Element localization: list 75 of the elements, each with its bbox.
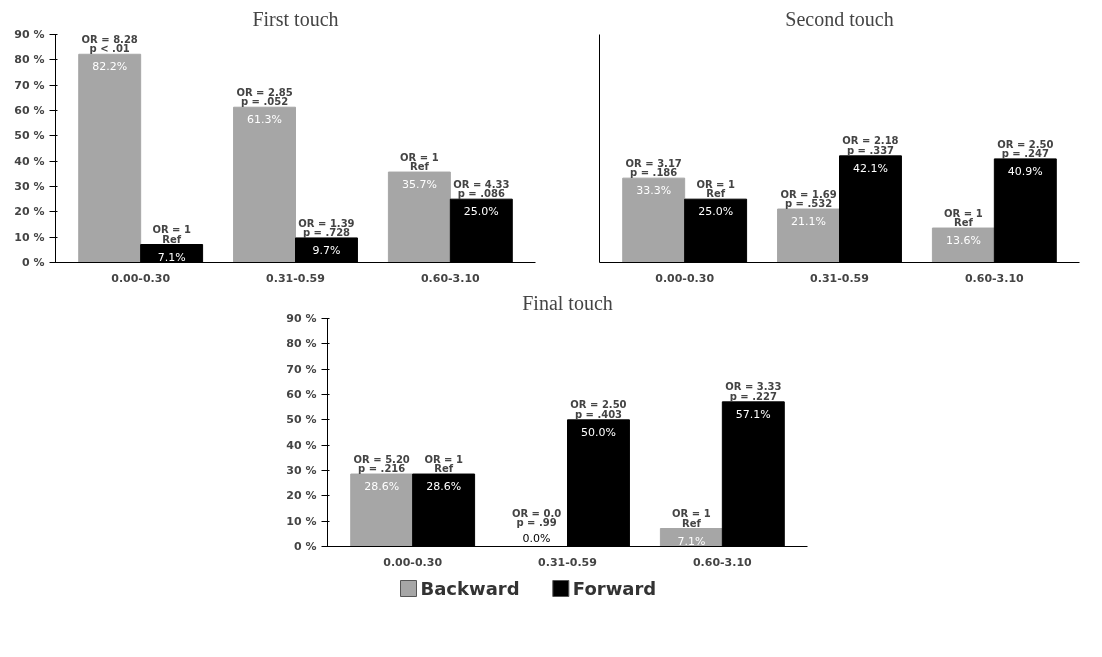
annotation: OR = 8.28 p < .01 (81, 33, 138, 55)
x-tick-label: 0.00-0.30 (383, 555, 443, 569)
data-label: 25.0% (698, 205, 734, 219)
y-tick-label: 60 % (286, 388, 317, 401)
data-label: 7.1% (157, 250, 186, 264)
annotation: OR = 1 Ref (696, 178, 735, 200)
data-label: 42.1% (853, 161, 888, 175)
x-tick-label: 0.31-0.59 (538, 555, 597, 569)
annotation: OR = 2.50 p = .247 (997, 138, 1054, 159)
bar (777, 208, 840, 263)
y-tick-label: 70 % (14, 78, 45, 92)
x-tick-label: 0.00-0.30 (111, 271, 171, 285)
y-tick-label: 80 % (14, 53, 45, 67)
legend-label: Forward (572, 578, 657, 599)
data-label: 40.9% (1007, 164, 1043, 178)
y-tick-label: 40 % (14, 154, 45, 168)
bar (387, 171, 451, 263)
annotation: OR = 2.85 p = .052 (236, 86, 293, 108)
y-tick-label: 0 % (294, 540, 317, 553)
data-label: 13.6% (945, 234, 981, 248)
y-tick-label: 40 % (286, 438, 317, 452)
legend-label: Backward (420, 578, 520, 599)
y-tick-label: 20 % (14, 205, 45, 219)
annotation: OR = 3.33 p = .227 (725, 381, 782, 402)
data-label: 57.1% (735, 407, 771, 421)
chart-title: First touch (252, 7, 339, 30)
bar (350, 473, 414, 547)
y-tick-label: 50 % (14, 129, 45, 143)
data-label: 25.0% (463, 205, 499, 219)
data-label: 9.7% (312, 243, 341, 257)
y-tick-label: 80 % (286, 337, 317, 351)
x-tick-label: 0.60-3.10 (964, 271, 1025, 285)
y-tick-label: 10 % (14, 230, 45, 244)
bar (622, 177, 686, 263)
bar (233, 106, 296, 263)
y-tick-label: 90 % (286, 312, 317, 325)
x-tick-label: 0.60-3.10 (420, 271, 481, 285)
bar (78, 53, 142, 263)
annotation: OR = 1 Ref (152, 224, 191, 245)
data-label: 21.1% (791, 215, 827, 229)
data-label: 7.1% (677, 534, 706, 548)
x-tick-label: 0.31-0.59 (810, 271, 869, 285)
annotation: OR = 1.39 p = .728 (298, 217, 355, 238)
annotation: OR = 1 Ref (672, 508, 711, 529)
y-tick-label: 70 % (286, 362, 317, 376)
y-tick-label: 20 % (286, 489, 317, 503)
data-label: 33.3% (636, 184, 672, 198)
y-tick-label: 0 % (22, 256, 45, 269)
data-label: 28.6% (426, 480, 462, 494)
x-tick-label: 0.60-3.10 (692, 555, 753, 569)
annotation: OR = 1 Ref (400, 151, 439, 173)
x-tick-label: 0.00-0.30 (655, 271, 715, 285)
chart-title: Second touch (785, 7, 894, 30)
data-label: 50.0% (581, 425, 616, 439)
y-tick-label: 10 % (286, 514, 317, 528)
x-tick-label: 0.31-0.59 (266, 271, 325, 285)
annotation: OR = 3.17 p = .186 (625, 157, 682, 179)
annotation: OR = 1.69 p = .532 (780, 188, 837, 210)
data-label: 0.0% (522, 531, 551, 545)
data-label: 35.7% (401, 178, 437, 192)
annotation: OR = 4.33 p = .086 (453, 178, 510, 200)
data-label: 82.2% (92, 60, 128, 74)
data-label: 28.6% (364, 480, 400, 494)
annotation: OR = 0.0 p = .99 (511, 508, 562, 529)
data-label: 61.3% (247, 113, 283, 127)
y-tick-label: 30 % (14, 180, 45, 193)
y-tick-label: 60 % (14, 104, 45, 117)
annotation: OR = 1 Ref (424, 453, 463, 475)
y-tick-label: 90 % (14, 28, 45, 41)
chart-title: Final touch (522, 291, 613, 314)
bar (931, 227, 995, 263)
y-tick-label: 30 % (286, 464, 317, 477)
annotation: OR = 1 Ref (944, 207, 983, 229)
annotation: OR = 5.20 p = .216 (353, 453, 410, 475)
y-tick-label: 50 % (286, 413, 317, 427)
